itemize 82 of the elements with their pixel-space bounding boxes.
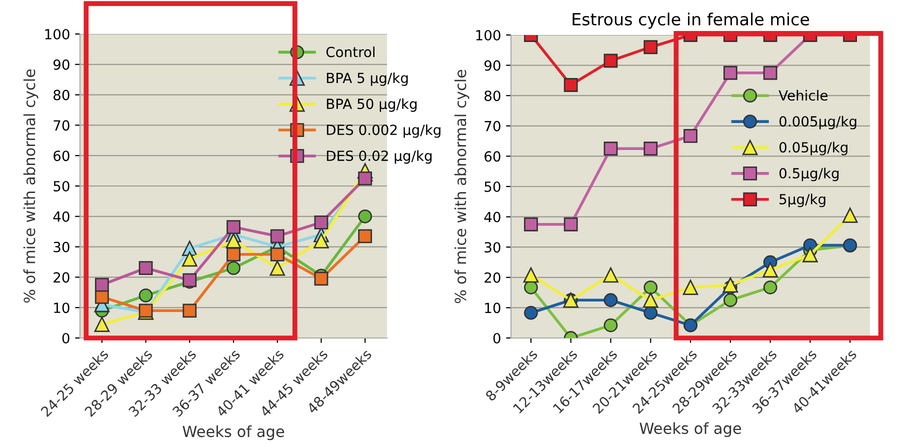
y-tick-label: 70 <box>54 120 70 131</box>
point <box>723 293 738 308</box>
point <box>226 261 240 276</box>
legend-label: 0.005μg/kg <box>779 116 856 130</box>
y-tick-label: 0 <box>62 332 70 344</box>
chart-title: Estrous cycle in female mice <box>572 12 810 29</box>
y-axis-title: % of mice with abnormal cycle <box>454 70 470 304</box>
y-tick-label: 90 <box>484 60 500 71</box>
point <box>762 262 778 278</box>
y-tick-label: 100 <box>45 28 70 40</box>
y-tick-label: 60 <box>54 150 70 162</box>
y-tick-label: 90 <box>53 59 70 70</box>
x-axis-title: Weeks of age <box>640 422 742 438</box>
point <box>603 267 618 283</box>
point <box>802 247 818 262</box>
point <box>682 280 698 296</box>
point <box>226 233 242 248</box>
y-tick-label: 20 <box>484 272 500 283</box>
y-tick-label: 10 <box>54 302 70 314</box>
point <box>564 217 578 232</box>
point <box>763 280 778 294</box>
point <box>604 318 618 332</box>
point <box>644 40 658 54</box>
point <box>270 247 284 262</box>
legend-label: 5μg/kg <box>780 194 826 208</box>
point <box>524 306 538 320</box>
y-tick-label: 50 <box>54 180 70 192</box>
legend-label: Vehicle <box>778 90 828 101</box>
point <box>644 142 658 156</box>
x-axis-title: Weeks of age <box>182 425 284 440</box>
legend-label: DES 0.002 μg/kg <box>326 124 440 138</box>
point <box>226 247 240 262</box>
point <box>314 272 328 286</box>
legend-label: BPA 5 μg/kg <box>326 72 408 86</box>
y-tick-label: 0 <box>493 332 500 344</box>
point <box>523 267 539 283</box>
point <box>314 216 328 230</box>
point <box>604 54 618 68</box>
legend-label: 0.05μg/kg <box>779 142 848 156</box>
point <box>604 293 618 308</box>
y-tick-label: 100 <box>476 30 500 40</box>
point <box>270 229 284 244</box>
point <box>723 66 738 80</box>
point <box>94 278 109 292</box>
point <box>763 66 778 80</box>
point <box>358 209 372 224</box>
legend-label: BPA 50 μg/kg <box>326 98 417 112</box>
point <box>564 78 578 92</box>
y-tick-label: 40 <box>53 211 70 222</box>
y-axis-title: % of mice with abnormal cycle <box>23 69 38 303</box>
point <box>270 260 285 276</box>
y-tick-label: 20 <box>54 272 70 283</box>
point <box>94 290 109 304</box>
y-tick-label: 50 <box>484 181 500 192</box>
point <box>138 261 153 276</box>
y-tick-label: 70 <box>484 120 500 132</box>
point <box>684 128 698 143</box>
y-tick-label: 80 <box>484 90 500 102</box>
point <box>226 220 240 234</box>
point <box>94 316 110 332</box>
legend-label: Control <box>326 46 374 58</box>
legend-label: DES 0.02 μg/kg <box>326 150 432 164</box>
point <box>358 171 372 186</box>
y-tick-label: 30 <box>54 242 70 252</box>
point <box>182 304 197 318</box>
legend-label: 0.5μg/kg <box>779 168 839 182</box>
point <box>524 217 538 232</box>
y-tick-label: 40 <box>484 212 500 222</box>
y-tick-label: 60 <box>484 151 500 162</box>
point <box>138 288 153 302</box>
point <box>642 292 658 308</box>
y-tick-label: 10 <box>485 302 500 314</box>
point <box>314 233 329 248</box>
point <box>182 251 198 267</box>
point <box>644 280 658 294</box>
y-tick-label: 30 <box>484 242 500 253</box>
point <box>722 277 738 293</box>
point <box>842 208 858 223</box>
point <box>644 306 658 320</box>
point <box>604 142 618 156</box>
y-tick-label: 80 <box>54 90 70 100</box>
point <box>358 229 372 244</box>
